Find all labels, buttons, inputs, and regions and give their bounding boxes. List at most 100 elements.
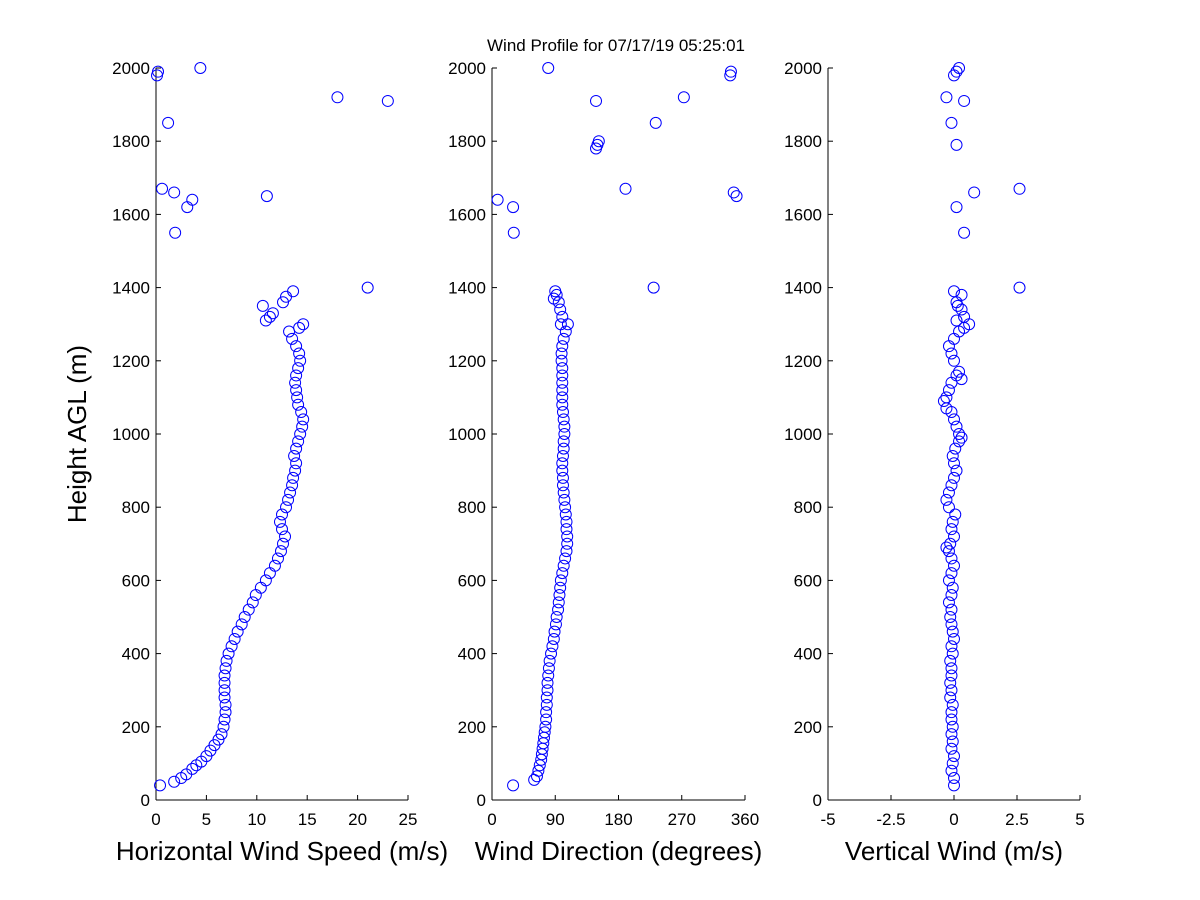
data-point [944, 654, 957, 667]
data-point [942, 596, 955, 609]
data-point [260, 190, 273, 203]
data-point [295, 406, 308, 419]
data-point [284, 486, 297, 499]
y-tick-label: 1800 [784, 132, 822, 151]
data-point [561, 537, 574, 550]
data-point [727, 186, 740, 199]
data-point [556, 449, 569, 462]
data-point [550, 611, 563, 623]
data-point [649, 116, 662, 129]
series-markers [491, 62, 743, 792]
data-point [286, 479, 299, 492]
data-point [942, 501, 955, 514]
data-point [532, 764, 545, 777]
x-tick-label: 0 [487, 810, 496, 829]
data-point [291, 391, 304, 404]
data-point [948, 457, 960, 470]
x-tick-label: 10 [247, 810, 266, 829]
data-point [254, 581, 267, 594]
data-point [541, 684, 554, 697]
figure-title: Wind Profile for 07/17/19 05:25:01 [487, 36, 745, 55]
y-tick-label: 1200 [112, 352, 150, 371]
data-point [945, 603, 958, 616]
data-point [647, 281, 660, 294]
data-point [280, 501, 293, 514]
data-point [547, 292, 560, 305]
data-point [945, 552, 958, 565]
x-tick-label: 180 [604, 810, 632, 829]
data-point [560, 545, 573, 558]
data-point [558, 420, 571, 433]
data-point [955, 288, 968, 301]
data-point [292, 362, 305, 375]
data-point [361, 281, 374, 294]
data-point [1013, 281, 1026, 294]
data-point [557, 435, 570, 448]
data-point [549, 618, 562, 631]
data-point [560, 515, 573, 528]
data-point [561, 318, 574, 331]
y-tick-label: 800 [458, 498, 486, 517]
data-point [557, 486, 570, 499]
data-point [724, 65, 737, 78]
data-point [945, 523, 958, 536]
data-point [228, 632, 241, 645]
data-point [545, 647, 558, 660]
y-tick-label: 1400 [112, 279, 150, 298]
data-point [557, 413, 570, 426]
data-point [558, 493, 571, 506]
data-point [294, 354, 307, 367]
data-point [945, 662, 958, 675]
data-point [940, 91, 953, 104]
data-point [556, 464, 569, 477]
data-point [290, 369, 303, 382]
data-point [540, 698, 553, 711]
data-point [940, 391, 953, 404]
data-point [219, 698, 232, 711]
data-point [559, 508, 572, 521]
data-point [556, 310, 569, 323]
data-point [945, 479, 958, 492]
data-point [557, 442, 570, 455]
data-point [293, 321, 306, 334]
x-tick-label: 270 [668, 810, 696, 829]
data-point [945, 589, 958, 602]
data-point [292, 398, 305, 411]
data-point [331, 91, 344, 104]
y-tick-label: 1200 [448, 352, 486, 371]
data-point [948, 69, 960, 82]
data-point [948, 285, 960, 298]
data-point [541, 676, 554, 689]
data-point [507, 226, 520, 239]
data-point [945, 116, 958, 129]
data-point [556, 391, 569, 404]
data-point [219, 662, 232, 675]
data-point [218, 684, 231, 697]
data-point [948, 332, 960, 345]
data-point [948, 471, 960, 484]
data-point [538, 726, 551, 739]
data-point [530, 770, 543, 783]
data-point [552, 596, 565, 609]
y-tick-label: 1600 [112, 205, 150, 224]
data-point [948, 559, 960, 572]
y-tick-label: 600 [458, 571, 486, 590]
data-point [556, 384, 569, 397]
y-tick-label: 2000 [784, 59, 822, 78]
data-point [556, 479, 569, 492]
data-point [948, 779, 960, 792]
data-point [945, 347, 958, 360]
x-tick-label: 15 [298, 810, 317, 829]
data-point [958, 94, 971, 107]
data-point [554, 581, 567, 594]
x-tick-label: 25 [399, 810, 418, 829]
data-point [948, 772, 960, 785]
data-point [556, 567, 569, 580]
y-tick-label: 0 [141, 791, 150, 810]
data-point [218, 691, 231, 704]
data-point [218, 669, 231, 682]
data-point [944, 691, 957, 704]
data-point [540, 713, 553, 726]
data-point [945, 742, 958, 755]
